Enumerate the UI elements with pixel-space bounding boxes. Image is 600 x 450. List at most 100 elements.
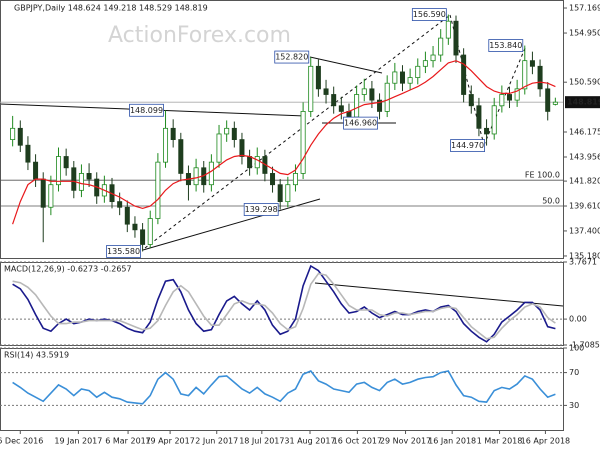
line-series [12, 272, 556, 340]
annotation-box [343, 116, 378, 130]
candle-body [48, 184, 54, 208]
panel-title: MACD(12,26,9) -0.6273 -0.2657 [4, 265, 132, 274]
candle-body [300, 111, 306, 174]
x-tick-label: 19 Jan 2017 [54, 437, 102, 446]
y-tick-label: 150.590 [569, 78, 600, 87]
candle-body [476, 105, 482, 129]
candle-body [17, 127, 23, 146]
candle-body [140, 229, 146, 245]
candle-body [377, 99, 383, 112]
price-tag-label: 148.819 [567, 98, 600, 107]
annotation-box [411, 8, 447, 21]
candle-body [315, 65, 321, 90]
candle-body [399, 71, 405, 84]
candle-body [407, 77, 413, 84]
candle-body [208, 161, 214, 186]
candle-body [445, 20, 451, 39]
candle-body [270, 173, 276, 186]
trend-line [309, 56, 383, 74]
candle-body [117, 201, 123, 208]
y-tick-label: 3.7671 [569, 258, 597, 267]
candle-body [224, 127, 230, 135]
candle-body [461, 54, 467, 95]
y-tick-label: -1.7085 [569, 341, 600, 350]
y-tick-label: 70 [569, 368, 579, 377]
candle-body [453, 20, 459, 56]
x-tick-label: 6 Dec 2016 [0, 437, 43, 446]
candle-body [285, 184, 291, 203]
annotation-box [488, 39, 524, 52]
line-series [12, 60, 556, 225]
candle-body [86, 173, 92, 180]
header: GBPJPY,Daily 148.624 149.218 148.529 148… [14, 4, 208, 13]
x-tick-label: 1 Mar 2018 [477, 437, 523, 446]
candle-body [124, 206, 130, 225]
candle-body [499, 94, 505, 107]
line-series [12, 264, 556, 343]
trend-line [142, 198, 321, 251]
candle-body [33, 161, 39, 180]
line-series [12, 370, 556, 405]
x-tick-label: 16 Oct 2017 [333, 437, 382, 446]
candle-body [239, 139, 245, 157]
candle-body [422, 60, 428, 67]
candle-body [468, 94, 474, 107]
candle-body [415, 65, 421, 78]
y-tick-label: 141.820 [569, 177, 600, 186]
candle-body [430, 54, 436, 62]
candle-body [147, 218, 153, 245]
price-tag [565, 96, 600, 109]
y-tick-label: 0.00 [569, 315, 587, 324]
level-label: FE 100.0 [525, 171, 560, 180]
annotation-label: 156.590 [413, 10, 446, 19]
candle-body [545, 88, 551, 112]
annotation-box [450, 139, 485, 152]
candle-body [552, 101, 558, 105]
x-tick-label: 19 Apr 2017 [145, 437, 194, 446]
candle-body [369, 88, 375, 101]
annotation-label: 146.960 [344, 119, 377, 128]
candle-body [25, 144, 31, 163]
candle-body [392, 71, 398, 84]
candle-body [56, 156, 62, 186]
candle-body [491, 105, 497, 135]
y-tick-label: 157.169 [569, 4, 600, 13]
candle-body [384, 82, 390, 112]
candle-body [292, 173, 298, 186]
x-tick-label: 16 Apr 2018 [521, 437, 570, 446]
candle-body [10, 127, 16, 140]
candle-body [63, 156, 69, 169]
candle-body [277, 184, 283, 203]
y-tick-label: 135.180 [569, 251, 600, 260]
candle-body [484, 127, 490, 135]
candle-body [361, 88, 367, 95]
annotation-label: 139.298 [245, 205, 278, 214]
y-tick-label: 30 [569, 401, 579, 410]
x-tick-label: 18 Jul 2017 [239, 437, 284, 446]
candle-body [216, 133, 222, 163]
candle-body [323, 88, 329, 95]
annotation-box [274, 50, 310, 64]
watermark: ActionForex.com [108, 23, 291, 48]
candle-body [71, 167, 77, 191]
candle-body [163, 127, 169, 163]
trend-line [314, 282, 564, 307]
x-tick-label: 29 Nov 2017 [380, 437, 431, 446]
y-tick-label: 146.175 [569, 127, 600, 136]
candle-body [231, 127, 237, 140]
candle-body [506, 94, 512, 101]
candle-body [40, 178, 46, 208]
candle-body [178, 139, 184, 174]
trend-line [449, 14, 485, 146]
candle-body [529, 60, 535, 67]
candle-body [78, 173, 84, 191]
level-label: 50.0 [542, 197, 560, 206]
candle-body [522, 60, 528, 90]
x-tick-label: 31 Aug 2017 [284, 437, 335, 446]
annotation-label: 152.820 [275, 53, 308, 62]
candle-body [254, 156, 260, 169]
candle-body [514, 88, 520, 101]
x-tick-label: 2 Jun 2017 [195, 437, 238, 446]
